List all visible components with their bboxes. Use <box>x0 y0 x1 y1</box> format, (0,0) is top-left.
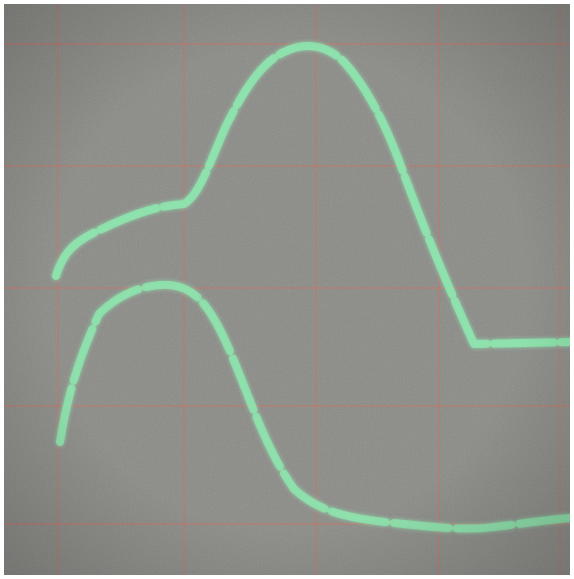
oscilloscope-screen <box>4 4 570 575</box>
scope-display <box>4 4 570 575</box>
screen-vignette <box>4 4 570 575</box>
